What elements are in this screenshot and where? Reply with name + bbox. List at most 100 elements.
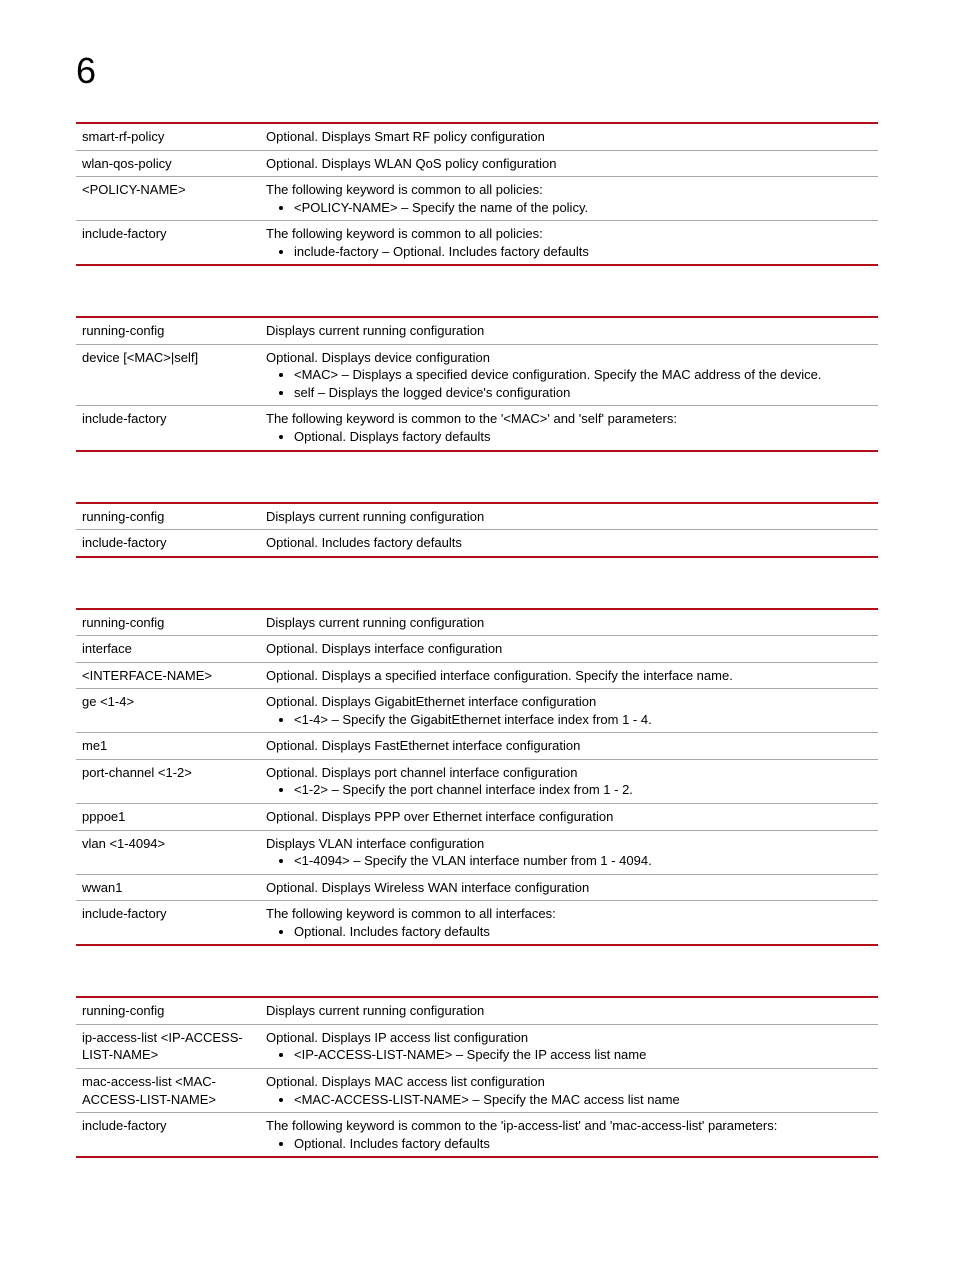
param-key: include-factory [76,1113,266,1158]
param-key: ge <1-4> [76,689,266,733]
param-table: running-configDisplays current running c… [76,996,878,1158]
param-desc-cell: The following keyword is common to the '… [266,406,878,451]
param-key: smart-rf-policy [76,123,266,150]
param-desc-cell: Displays VLAN interface configuration<1-… [266,830,878,874]
param-desc: The following keyword is common to all i… [266,906,556,921]
param-key: wwan1 [76,874,266,901]
param-bullet: Optional. Includes factory defaults [294,1135,874,1153]
param-key: wlan-qos-policy [76,150,266,177]
param-key: include-factory [76,406,266,451]
table-row: wwan1Optional. Displays Wireless WAN int… [76,874,878,901]
param-key: device [<MAC>|self] [76,344,266,406]
param-bullet: <1-4094> – Specify the VLAN interface nu… [294,852,874,870]
param-desc: Optional. Displays interface configurati… [266,641,502,656]
param-bullets: <1-4094> – Specify the VLAN interface nu… [266,852,874,870]
param-key: ip-access-list <IP-ACCESS-LIST-NAME> [76,1024,266,1068]
table-row: <INTERFACE-NAME>Optional. Displays a spe… [76,662,878,689]
param-key: running-config [76,503,266,530]
param-key: include-factory [76,530,266,557]
table-row: ge <1-4>Optional. Displays GigabitEthern… [76,689,878,733]
param-desc-cell: The following keyword is common to the '… [266,1113,878,1158]
param-key: <INTERFACE-NAME> [76,662,266,689]
param-desc-cell: Optional. Displays MAC access list confi… [266,1068,878,1112]
table-row: interfaceOptional. Displays interface co… [76,636,878,663]
param-desc: Optional. Includes factory defaults [266,535,462,550]
param-desc-cell: Optional. Displays device configuration<… [266,344,878,406]
param-bullet: <MAC-ACCESS-LIST-NAME> – Specify the MAC… [294,1091,874,1109]
table-row: me1Optional. Displays FastEthernet inter… [76,733,878,760]
param-bullets: include-factory – Optional. Includes fac… [266,243,874,261]
table-row: include-factoryThe following keyword is … [76,406,878,451]
param-desc: Displays current running configuration [266,509,484,524]
param-bullet: <1-2> – Specify the port channel interfa… [294,781,874,799]
param-key: interface [76,636,266,663]
param-desc: Displays current running configuration [266,1003,484,1018]
param-table: smart-rf-policyOptional. Displays Smart … [76,122,878,266]
param-table: running-configDisplays current running c… [76,608,878,947]
param-desc: Optional. Displays Smart RF policy confi… [266,129,545,144]
table-row: <POLICY-NAME>The following keyword is co… [76,177,878,221]
param-desc: Optional. Displays a specified interface… [266,668,733,683]
param-desc: The following keyword is common to the '… [266,411,677,426]
table-row: include-factoryOptional. Includes factor… [76,530,878,557]
param-desc-cell: Displays current running configuration [266,609,878,636]
param-desc-cell: Optional. Displays Smart RF policy confi… [266,123,878,150]
table-row: pppoe1Optional. Displays PPP over Ethern… [76,804,878,831]
param-desc-cell: The following keyword is common to all p… [266,221,878,266]
param-key: vlan <1-4094> [76,830,266,874]
table-row: running-configDisplays current running c… [76,317,878,344]
param-desc: Optional. Displays PPP over Ethernet int… [266,809,613,824]
param-bullet: Optional. Includes factory defaults [294,923,874,941]
param-desc: The following keyword is common to the '… [266,1118,777,1133]
param-key: <POLICY-NAME> [76,177,266,221]
param-key: me1 [76,733,266,760]
param-desc-cell: Displays current running configuration [266,503,878,530]
param-desc-cell: Optional. Includes factory defaults [266,530,878,557]
param-bullets: <1-4> – Specify the GigabitEthernet inte… [266,711,874,729]
table-row: vlan <1-4094>Displays VLAN interface con… [76,830,878,874]
param-desc: Optional. Displays FastEthernet interfac… [266,738,580,753]
param-bullet: self – Displays the logged device's conf… [294,384,874,402]
table-row: include-factoryThe following keyword is … [76,221,878,266]
param-key: include-factory [76,901,266,946]
param-desc: The following keyword is common to all p… [266,182,543,197]
param-desc-cell: Optional. Displays PPP over Ethernet int… [266,804,878,831]
param-desc: Optional. Displays WLAN QoS policy confi… [266,156,556,171]
param-bullets: <POLICY-NAME> – Specify the name of the … [266,199,874,217]
table-row: smart-rf-policyOptional. Displays Smart … [76,123,878,150]
table-row: ip-access-list <IP-ACCESS-LIST-NAME>Opti… [76,1024,878,1068]
param-desc-cell: Optional. Displays a specified interface… [266,662,878,689]
param-key: running-config [76,997,266,1024]
param-desc: Optional. Displays port channel interfac… [266,765,577,780]
param-desc-cell: Optional. Displays Wireless WAN interfac… [266,874,878,901]
param-key: port-channel <1-2> [76,759,266,803]
param-key: running-config [76,317,266,344]
param-bullet: <MAC> – Displays a specified device conf… [294,366,874,384]
page: 6 smart-rf-policyOptional. Displays Smar… [0,0,954,1278]
param-desc-cell: Optional. Displays FastEthernet interfac… [266,733,878,760]
param-bullets: Optional. Displays factory defaults [266,428,874,446]
table-row: wlan-qos-policyOptional. Displays WLAN Q… [76,150,878,177]
table-row: device [<MAC>|self]Optional. Displays de… [76,344,878,406]
param-desc: Optional. Displays device configuration [266,350,490,365]
param-bullets: <MAC> – Displays a specified device conf… [266,366,874,401]
param-key: running-config [76,609,266,636]
param-desc: The following keyword is common to all p… [266,226,543,241]
param-bullet: <POLICY-NAME> – Specify the name of the … [294,199,874,217]
param-table: running-configDisplays current running c… [76,316,878,451]
param-key: pppoe1 [76,804,266,831]
chapter-number: 6 [76,50,878,92]
table-row: running-configDisplays current running c… [76,997,878,1024]
table-row: running-configDisplays current running c… [76,609,878,636]
param-desc: Displays VLAN interface configuration [266,836,484,851]
param-bullets: <MAC-ACCESS-LIST-NAME> – Specify the MAC… [266,1091,874,1109]
param-bullet: include-factory – Optional. Includes fac… [294,243,874,261]
param-bullet: <IP-ACCESS-LIST-NAME> – Specify the IP a… [294,1046,874,1064]
param-desc: Displays current running configuration [266,615,484,630]
table-row: include-factoryThe following keyword is … [76,1113,878,1158]
param-desc-cell: Optional. Displays IP access list config… [266,1024,878,1068]
table-row: include-factoryThe following keyword is … [76,901,878,946]
param-bullets: <IP-ACCESS-LIST-NAME> – Specify the IP a… [266,1046,874,1064]
param-desc-cell: Optional. Displays port channel interfac… [266,759,878,803]
param-key: include-factory [76,221,266,266]
